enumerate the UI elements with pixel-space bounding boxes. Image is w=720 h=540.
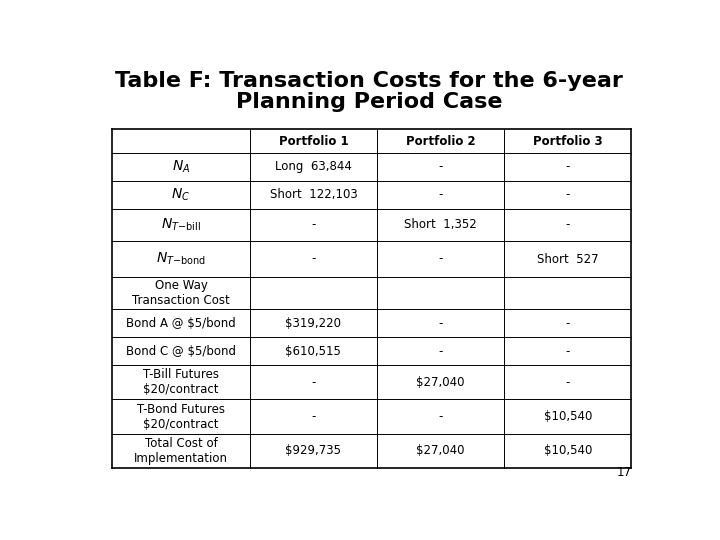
Text: $N_{T\mathrm{-bill}}$: $N_{T\mathrm{-bill}}$ <box>161 217 201 233</box>
Text: -: - <box>565 376 570 389</box>
Text: -: - <box>311 218 315 231</box>
Text: Portfolio 3: Portfolio 3 <box>533 134 603 147</box>
Text: -: - <box>438 410 443 423</box>
Text: -: - <box>438 160 443 173</box>
Text: -: - <box>311 376 315 389</box>
Text: -: - <box>565 188 570 201</box>
Text: T-Bill Futures
$20/contract: T-Bill Futures $20/contract <box>143 368 219 396</box>
Text: -: - <box>565 345 570 357</box>
Text: $10,540: $10,540 <box>544 444 592 457</box>
Text: -: - <box>438 317 443 330</box>
Text: -: - <box>565 218 570 231</box>
Text: One Way
Transaction Cost: One Way Transaction Cost <box>132 279 230 307</box>
Text: -: - <box>565 317 570 330</box>
Text: $27,040: $27,040 <box>416 444 465 457</box>
Text: $N_C$: $N_C$ <box>171 186 191 203</box>
Text: -: - <box>311 410 315 423</box>
Text: $929,735: $929,735 <box>285 444 341 457</box>
Text: $N_{T\mathrm{-bond}}$: $N_{T\mathrm{-bond}}$ <box>156 251 206 267</box>
Text: Short  1,352: Short 1,352 <box>404 218 477 231</box>
Text: -: - <box>438 345 443 357</box>
Text: Bond C @ $5/bond: Bond C @ $5/bond <box>126 345 236 357</box>
Text: $319,220: $319,220 <box>285 317 341 330</box>
Text: 17: 17 <box>616 465 631 478</box>
Text: -: - <box>438 253 443 266</box>
Text: Short  122,103: Short 122,103 <box>269 188 357 201</box>
Text: Portfolio 2: Portfolio 2 <box>406 134 475 147</box>
Text: $N_A$: $N_A$ <box>172 159 190 175</box>
Text: $27,040: $27,040 <box>416 376 465 389</box>
Text: Total Cost of
Implementation: Total Cost of Implementation <box>134 437 228 465</box>
Text: -: - <box>565 160 570 173</box>
Text: Table F: Transaction Costs for the 6-year: Table F: Transaction Costs for the 6-yea… <box>115 71 623 91</box>
Text: T-Bond Futures
$20/contract: T-Bond Futures $20/contract <box>137 403 225 431</box>
Text: Portfolio 1: Portfolio 1 <box>279 134 348 147</box>
Text: Long  63,844: Long 63,844 <box>275 160 352 173</box>
Text: -: - <box>438 188 443 201</box>
Text: Planning Period Case: Planning Period Case <box>235 92 503 112</box>
Text: $10,540: $10,540 <box>544 410 592 423</box>
Text: Bond A @ $5/bond: Bond A @ $5/bond <box>126 317 236 330</box>
Text: -: - <box>311 253 315 266</box>
Text: $610,515: $610,515 <box>285 345 341 357</box>
Text: Short  527: Short 527 <box>537 253 598 266</box>
